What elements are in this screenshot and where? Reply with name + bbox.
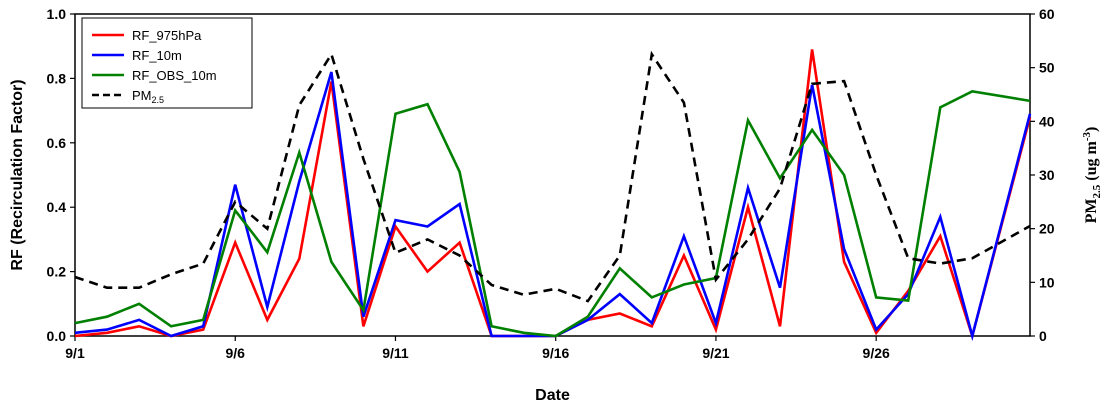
y-axis-right-title-unit: (ug m <box>1083 140 1100 184</box>
y-axis-right-title: PM2.5 (ug m-3) <box>1081 127 1103 224</box>
y-left-tick-label: 0.6 <box>47 135 67 151</box>
series-line-2 <box>74 89 1031 338</box>
y-right-tick-label: 40 <box>1039 113 1055 129</box>
x-tick-label: 9/1 <box>65 345 85 361</box>
x-tick-label: 9/11 <box>382 345 409 361</box>
y-axis-right-title-sub: 2.5 <box>1091 184 1103 198</box>
legend: RF_975hPa RF_10m RF_OBS_10m PM2.5 <box>81 17 253 109</box>
series-layer <box>74 49 1032 342</box>
y-right-tick-label: 30 <box>1039 167 1055 183</box>
legend-box <box>81 17 253 109</box>
x-tick-label: 9/16 <box>542 345 569 361</box>
legend-label-1: RF_10m <box>132 48 182 63</box>
y-left-tick-label: 0.0 <box>47 328 67 344</box>
y-right-tick-label: 50 <box>1039 60 1055 76</box>
y-axis-left-title: RF (Recirculation Factor) <box>9 79 26 270</box>
x-tick-label: 9/21 <box>702 345 729 361</box>
legend-label-2: RF_OBS_10m <box>132 68 217 83</box>
y-axis-right-title-unit-close: ) <box>1083 127 1100 132</box>
y-left-tick-label: 0.8 <box>47 70 67 86</box>
y-axis-right-title-unit-sup: -3 <box>1081 131 1093 141</box>
x-axis-title: Date <box>535 387 570 404</box>
y-left-tick-label: 0.2 <box>47 264 67 280</box>
y-axis-right-title-main: PM <box>1083 198 1100 223</box>
y-right-tick-label: 60 <box>1039 6 1055 22</box>
y-left-tick-label: 0.4 <box>47 199 67 215</box>
y-right-tick-label: 20 <box>1039 221 1055 237</box>
series-line-1 <box>74 71 1032 342</box>
series-line-3 <box>74 50 1031 303</box>
legend-label-3: PM2.5 <box>132 88 164 105</box>
legend-label-0: RF_975hPa <box>132 28 202 43</box>
y-left-tick-label: 1.0 <box>47 6 67 22</box>
y-right-tick-label: 0 <box>1039 328 1047 344</box>
x-tick-label: 9/6 <box>226 345 246 361</box>
y-right-tick-label: 10 <box>1039 274 1055 290</box>
x-tick-label: 9/26 <box>863 345 890 361</box>
